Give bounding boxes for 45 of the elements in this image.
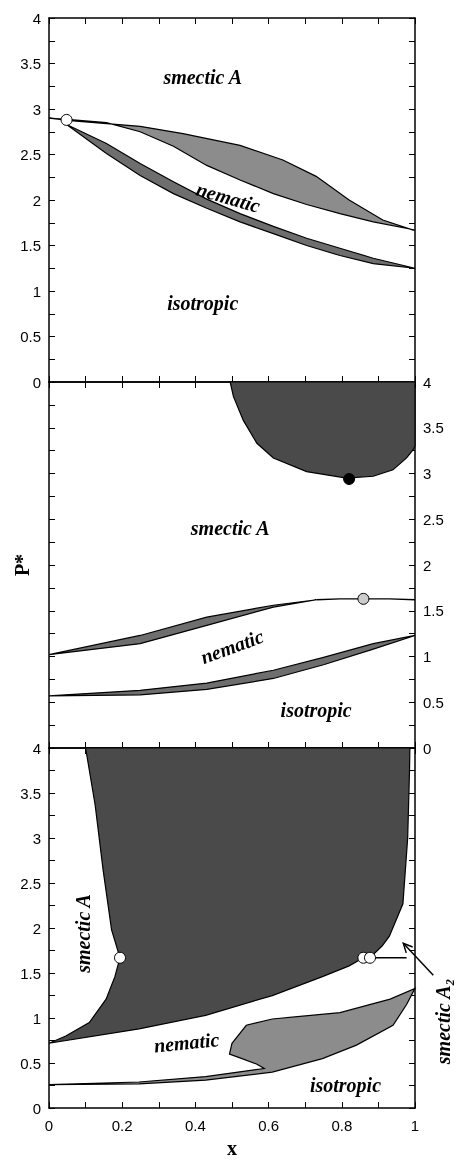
x-tick-label: 0.6 (258, 1117, 280, 1135)
x-tick-label: 0.2 (111, 1117, 133, 1135)
y-tick-label: 2.5 (20, 874, 41, 892)
y-tick-label: 4 (32, 9, 41, 27)
annotation: smectic A (72, 894, 95, 974)
y-tick-label: 3.5 (20, 55, 41, 72)
y-tick-label: 4 (32, 739, 41, 757)
y-tick-label: 0.5 (20, 1054, 41, 1072)
x-axis-title: x (227, 1137, 237, 1159)
y-tick-label: 2.5 (423, 510, 444, 528)
x-tick-label: 0 (44, 1117, 54, 1135)
y-tick-label: 3 (423, 465, 432, 482)
y-tick-label: 0.5 (20, 328, 41, 345)
annotation: nematic (152, 1028, 221, 1057)
y-tick-label: 2.5 (20, 146, 41, 163)
y-tick-label: 3 (32, 100, 41, 118)
y-tick-label: 1.5 (423, 602, 444, 620)
text: smectic A₂ (432, 978, 455, 1066)
annotation: isotropic (309, 1073, 382, 1097)
annotation: smectic A (189, 517, 270, 540)
y-tick-label: 1.5 (20, 237, 41, 254)
annotation: nematic (197, 624, 267, 668)
annotation: smectic A (162, 66, 243, 89)
y-tick-label: 3.5 (423, 419, 444, 437)
y-tick-label: 2 (32, 919, 41, 937)
annotation: isotropic (280, 698, 352, 722)
y-tick-label: 0 (423, 739, 432, 757)
y-tick-label: 1 (423, 648, 432, 665)
y-tick-label: 4 (423, 373, 432, 391)
annotation: nematic (193, 177, 263, 217)
y-tick-label: 1 (32, 1009, 41, 1027)
y-tick-label: 0 (32, 1099, 41, 1117)
x-tick-label: 0.8 (331, 1117, 353, 1135)
y-tick-label: 0 (32, 373, 41, 391)
y-tick-label: 0.5 (423, 693, 444, 711)
annotation: isotropic (167, 291, 239, 315)
y-tick-label: 2 (423, 556, 432, 574)
x-tick-label: 0.4 (184, 1117, 206, 1135)
y-tick-label: 1 (32, 282, 41, 300)
x-tick-label: 1 (410, 1117, 420, 1135)
y-tick-label: 2 (32, 191, 41, 209)
y-axis-title: P* (11, 553, 33, 577)
y-tick-label: 3 (32, 829, 41, 847)
y-tick-label: 1.5 (20, 964, 41, 982)
y-tick-label: 3.5 (20, 784, 41, 802)
